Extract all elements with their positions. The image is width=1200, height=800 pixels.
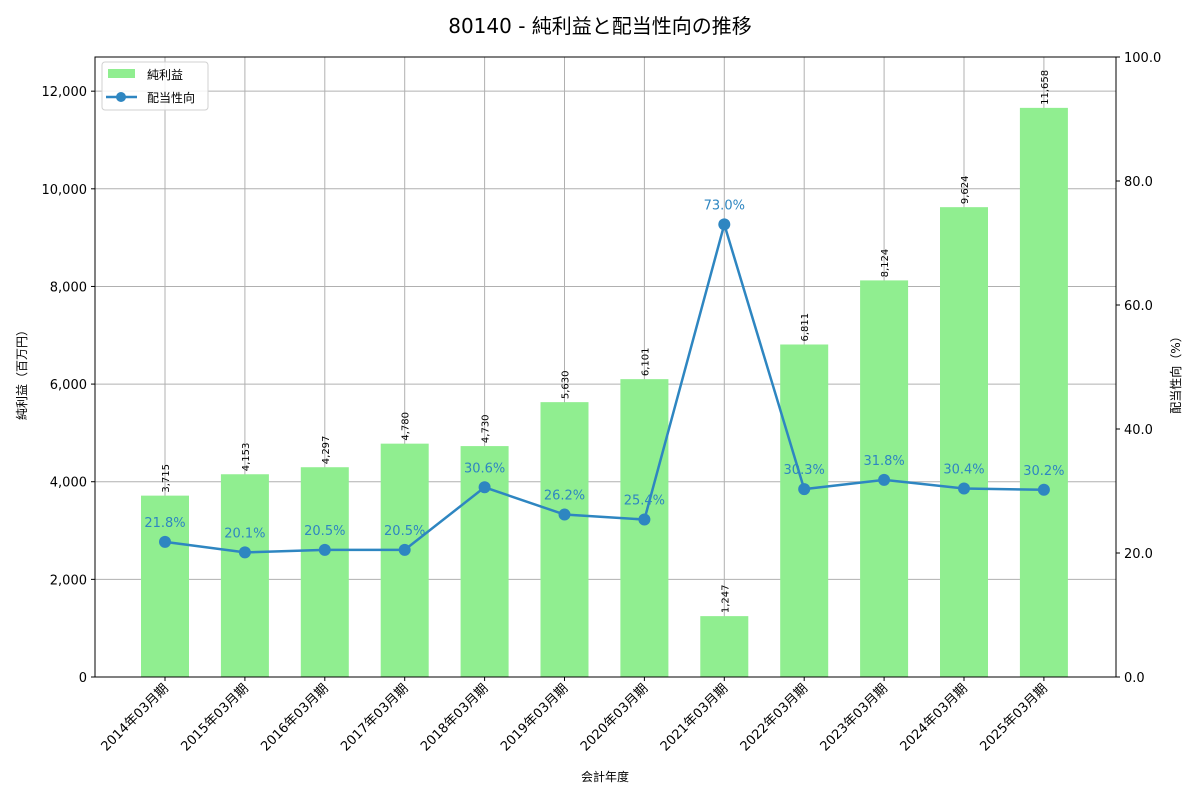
y-tick-label-right: 80.0 [1124,175,1153,190]
bar-value-label: 5,630 [561,371,572,400]
bar-value-label: 6,101 [640,348,651,377]
bar [700,616,749,677]
bar [220,474,269,677]
legend-label-payout-ratio: 配当性向 [147,90,195,105]
payout-ratio-labels: 21.8% 20.1% 20.5% 20.5% 30.6% 26.2% 25.4% 73.0%… [144,198,1064,541]
y-tick-label-left: 10,000 [42,183,88,198]
x-tick-label: 2015年03月期 [178,681,251,754]
x-axis-label: 会計年度 [581,769,629,784]
x-tick-label: 2021年03月期 [658,681,731,754]
line-marker [878,473,891,486]
right-axis-ticks: 0.0 20.0 40.0 60.0 80.0 100.0 [1116,51,1161,686]
payout-label: 30.2% [1023,464,1064,479]
payout-label: 21.8% [144,516,185,531]
y-tick-label-left: 8,000 [50,280,87,295]
payout-label: 20.1% [224,526,265,541]
y-axis-right-label: 配当性向（%） [1168,330,1183,413]
bar [141,495,189,677]
bar-value-label: 4,730 [481,414,492,443]
x-tick-label: 2014年03月期 [99,681,172,754]
x-tick-label: 2023年03月期 [818,681,891,754]
bar-value-label: 3,715 [161,464,172,493]
left-axis-ticks: 0 2,000 4,000 6,000 8,000 10,000 12,000 [42,85,95,686]
x-tick-label: 2024年03月期 [898,681,971,754]
y-tick-label-left: 4,000 [50,476,87,491]
line-marker [1037,483,1050,496]
line-marker [159,535,171,548]
line-marker [558,508,571,521]
x-tick-label: 2016年03月期 [258,681,331,754]
y-tick-label-left: 6,000 [50,378,87,393]
line-marker [318,543,331,556]
bar [300,467,349,677]
bar [940,207,988,677]
y-axis-left-label: 純利益（百万円） [15,324,29,420]
line-marker [718,218,731,231]
bar [620,379,669,677]
payout-label: 25.4% [624,494,665,509]
y-tick-label-right: 20.0 [1124,547,1153,562]
y-tick-label-left: 2,000 [50,573,87,588]
bar-value-label: 4,780 [401,412,412,441]
payout-label: 26.2% [544,489,585,504]
line-marker [238,546,251,559]
line-marker [958,482,970,495]
line-marker [638,513,651,526]
x-axis-ticks: 2014年03月期 2015年03月期 2016年03月期 2017年03月期 2018… [99,677,1051,755]
x-tick-label: 2025年03月期 [977,681,1050,754]
net-income-bars [141,107,1068,678]
bar [380,443,429,677]
x-tick-label: 2017年03月期 [338,681,411,754]
chart-title: 80140 - 純利益と配当性向の推移 [448,14,752,38]
x-tick-label: 2019年03月期 [498,681,571,754]
y-tick-label-left: 0 [79,671,87,686]
y-tick-label-right: 0.0 [1124,671,1145,686]
bar-value-label: 1,247 [720,584,731,613]
legend: 純利益 配当性向 [101,61,209,111]
payout-line [164,219,1044,554]
payout-label: 30.4% [943,463,984,478]
line-marker [798,483,811,496]
x-tick-label: 2020年03月期 [578,681,651,754]
plot-frame [94,56,1117,678]
bar-value-label: 8,124 [880,249,891,278]
bar-value-label: 4,297 [321,436,332,465]
payout-label: 30.3% [784,463,825,478]
bar-value-label: 4,153 [241,443,252,472]
x-tick-label: 2022年03月期 [738,681,811,754]
payout-label: 20.5% [384,524,425,539]
payout-label: 73.0% [704,198,745,213]
payout-label: 20.5% [304,524,345,539]
payout-label: 30.6% [464,461,505,476]
payout-ratio-line [159,218,1050,559]
legend-swatch-bar [108,69,135,78]
x-tick-label: 2018年03月期 [418,681,491,754]
line-marker [478,481,491,494]
bar [540,402,589,677]
legend-label-net-income: 純利益 [147,68,183,82]
y-tick-label-left: 12,000 [42,85,88,100]
bar [1019,107,1068,678]
bar-value-labels: 3,715 4,153 4,297 4,780 4,730 5,630 6,101 1,247… [161,70,1051,613]
bar-value-label: 9,624 [960,176,971,205]
y-tick-label-right: 40.0 [1124,423,1153,438]
y-tick-label-right: 60.0 [1124,299,1153,314]
line-marker [398,543,411,556]
y-tick-label-right: 100.0 [1124,51,1161,66]
bar [780,344,829,677]
bar-value-label: 6,811 [800,313,811,342]
bar-value-label: 11,658 [1040,70,1051,105]
bar [460,446,509,677]
payout-label: 31.8% [863,454,904,469]
legend-marker-icon [116,92,126,102]
